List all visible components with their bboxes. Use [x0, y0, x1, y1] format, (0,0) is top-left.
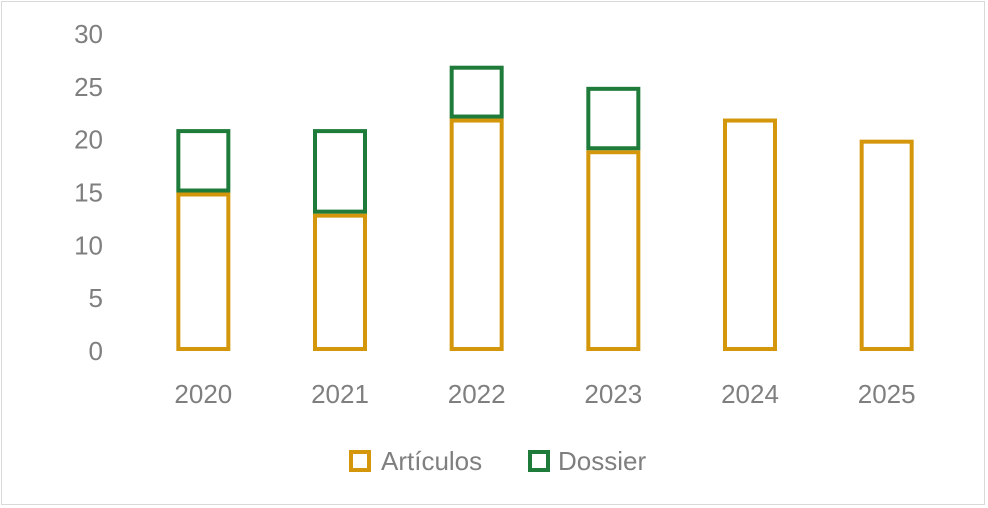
legend-swatch-artculos [349, 450, 371, 472]
bar-dossier-2021 [313, 129, 367, 214]
x-tick-label: 2023 [584, 379, 642, 409]
y-axis: 0 5 10 15 20 25 30 [74, 19, 103, 366]
bar-artculos-2022 [449, 118, 504, 351]
bar-dossier-2022 [449, 65, 504, 119]
bar-artculos-2023 [586, 150, 641, 351]
bar-artculos-2025 [859, 139, 914, 351]
x-axis: 2020 2021 2022 2023 2024 2025 [174, 379, 915, 409]
y-tick-label: 20 [74, 125, 103, 155]
legend-label: Artículos [381, 446, 482, 476]
x-tick-label: 2020 [174, 379, 232, 409]
bar-dossier-2020 [176, 129, 231, 193]
y-tick-label: 5 [89, 283, 103, 313]
legend-label: Dossier [558, 446, 646, 476]
bar-dossier-2023 [586, 86, 641, 151]
x-tick-label: 2025 [858, 379, 916, 409]
y-tick-label: 0 [89, 336, 103, 366]
y-tick-label: 15 [74, 178, 103, 208]
y-tick-label: 30 [74, 19, 103, 49]
bar-artculos-2020 [176, 192, 231, 351]
legend-swatch-dossier [528, 450, 550, 472]
x-tick-label: 2024 [721, 379, 779, 409]
x-tick-label: 2021 [311, 379, 369, 409]
legend: Artículos Dossier [349, 446, 646, 476]
y-tick-label: 10 [74, 230, 103, 260]
x-tick-label: 2022 [448, 379, 506, 409]
bar-artculos-2021 [313, 213, 367, 351]
y-tick-label: 25 [74, 72, 103, 102]
bars [176, 65, 914, 351]
bar-artculos-2024 [723, 118, 777, 351]
